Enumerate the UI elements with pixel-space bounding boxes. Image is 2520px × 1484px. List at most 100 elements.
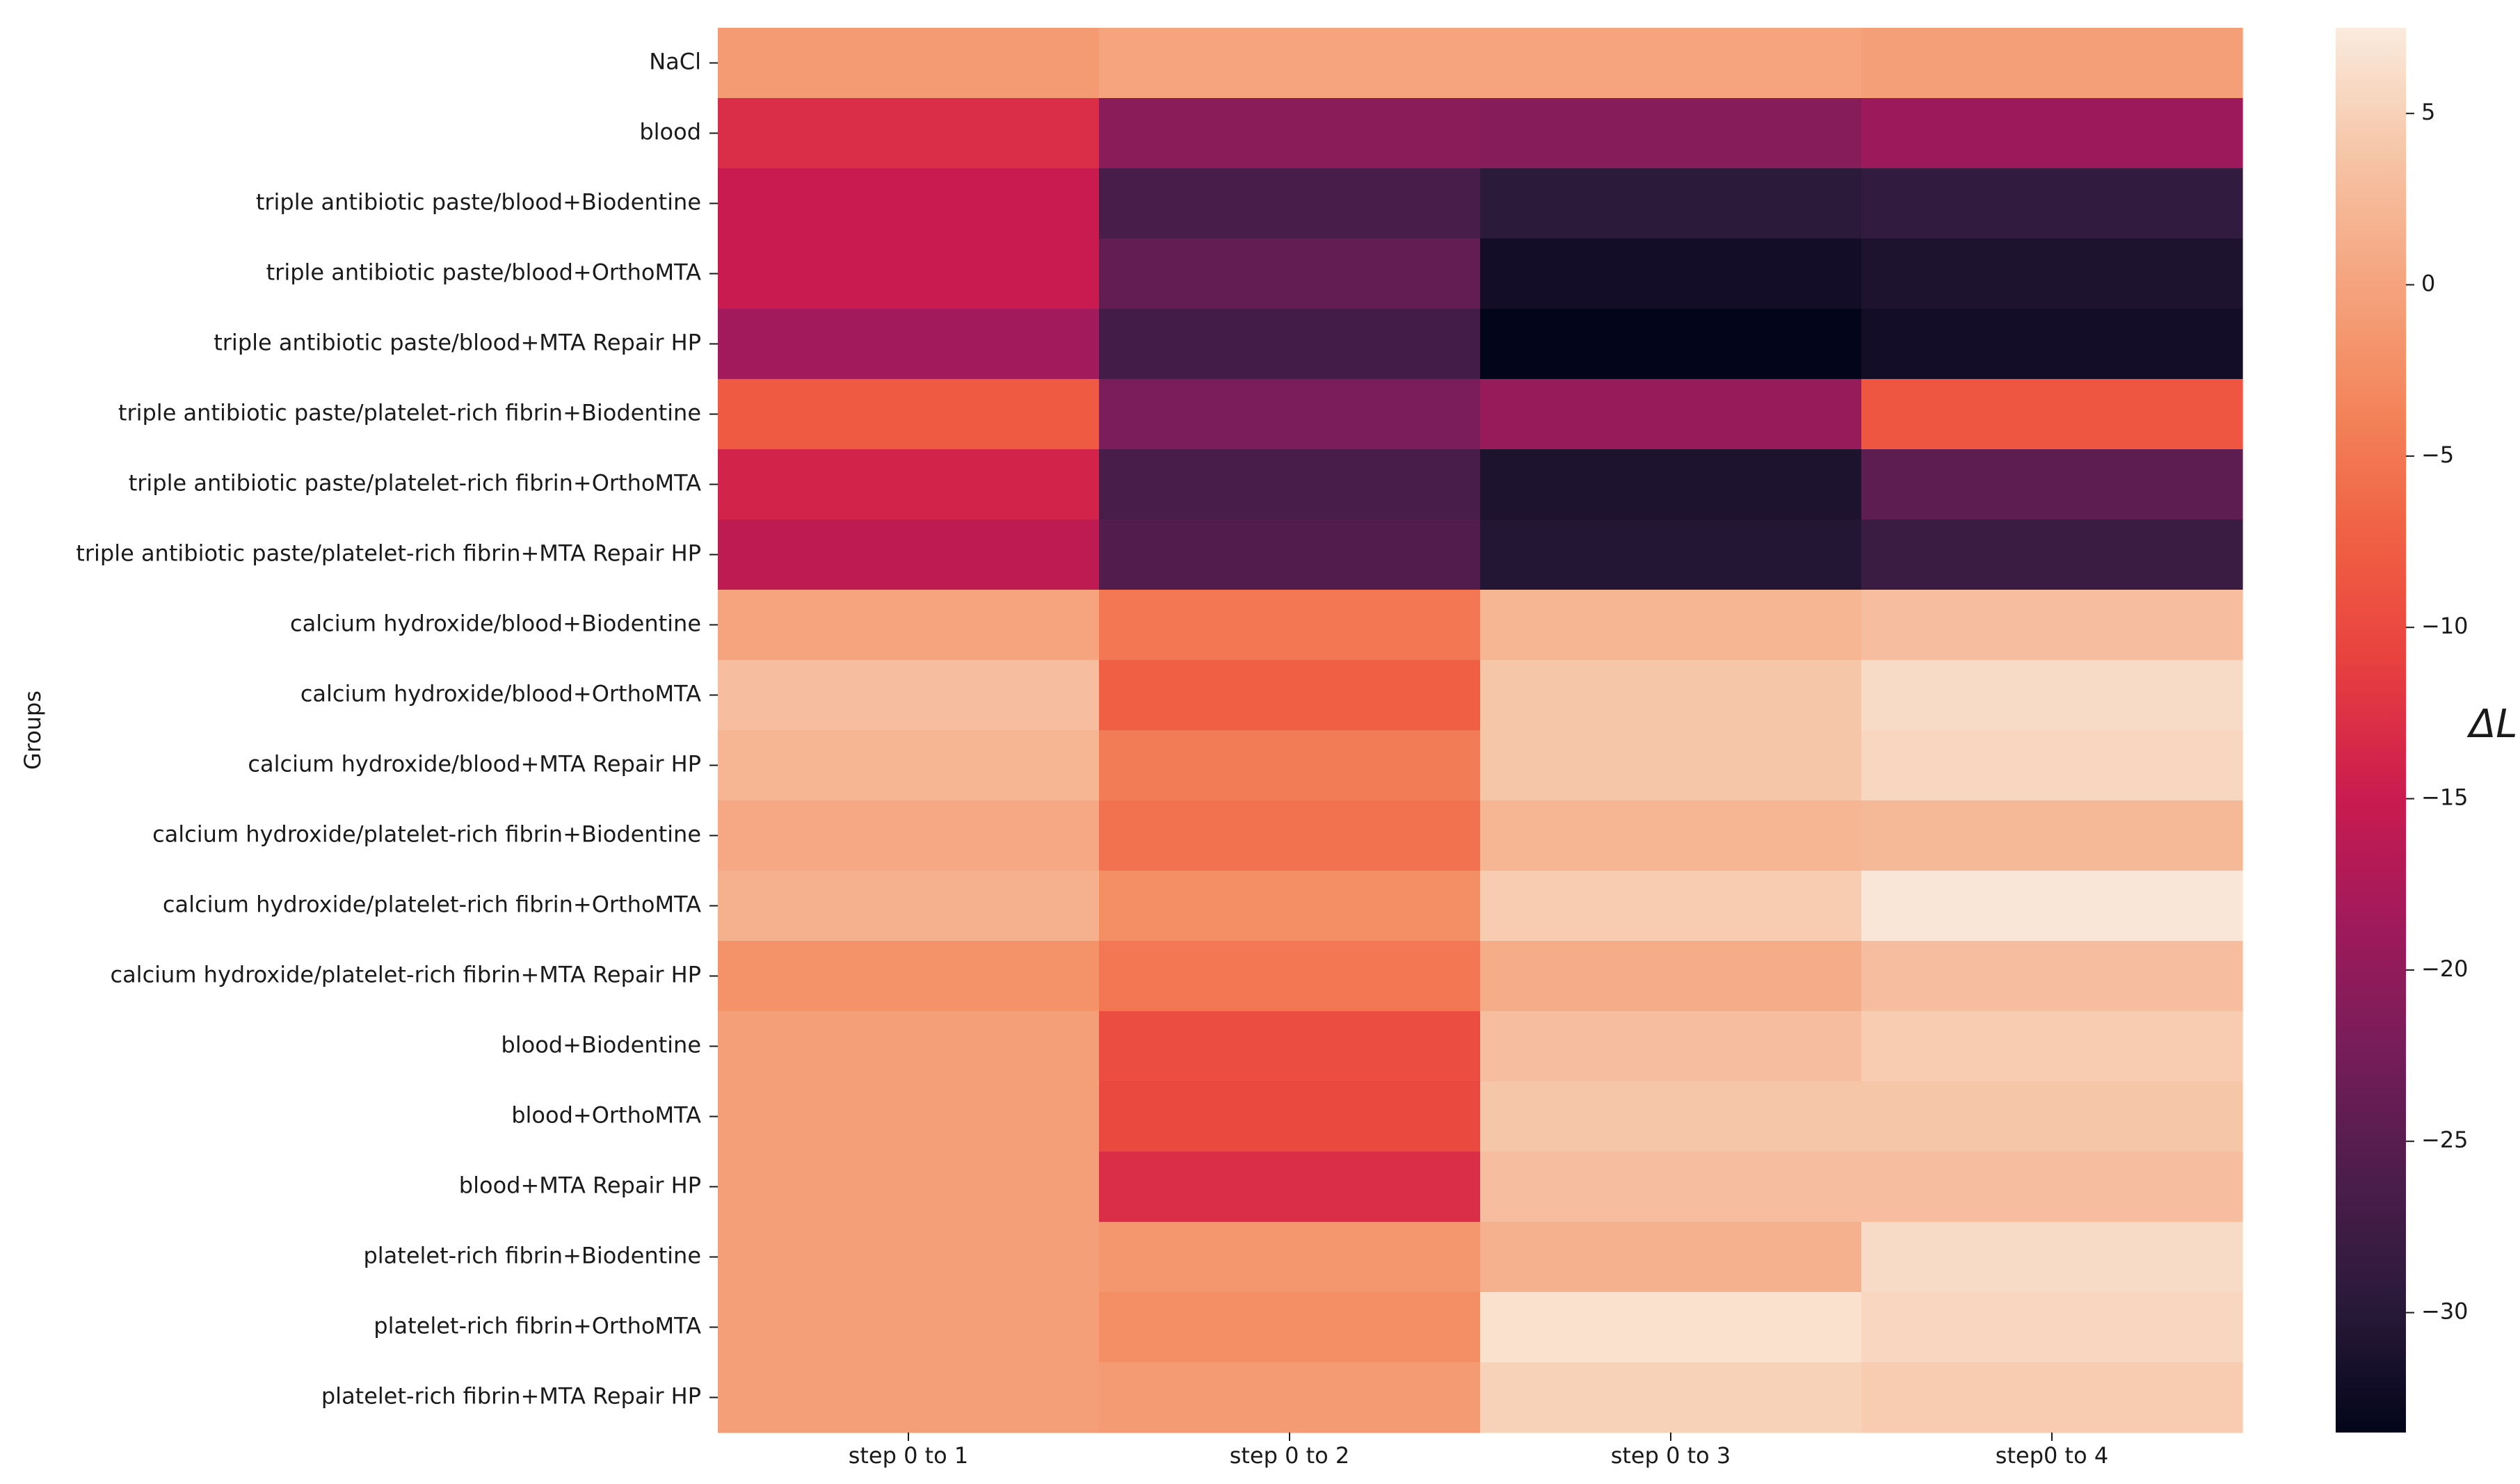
heatmap-cell-r7-c1	[1099, 519, 1481, 590]
y-tick-label: triple antibiotic paste/platelet-rich fi…	[118, 400, 701, 426]
heatmap-cell-r19-c2	[1480, 1362, 1862, 1433]
heatmap-cell-r10-c0	[718, 730, 1100, 801]
y-tick-labels: NaCl blood triple antibiotic paste/blood+B…	[76, 49, 718, 1410]
heatmap-cell-r19-c0	[718, 1362, 1100, 1433]
heatmap-cell-r17-c3	[1861, 1222, 2243, 1293]
heatmap-cell-r12-c1	[1099, 871, 1481, 942]
y-tick-label: triple antibiotic paste/platelet-rich fi…	[129, 470, 701, 497]
heatmap-cell-r3-c2	[1480, 239, 1862, 309]
heatmap-cell-r5-c0	[718, 379, 1100, 450]
heatmap-cell-r14-c3	[1861, 1011, 2243, 1082]
y-tick-label: platelet-rich fibrin+Biodentine	[363, 1243, 701, 1269]
heatmap-cell-r11-c1	[1099, 800, 1481, 871]
heatmap-cell-r18-c2	[1480, 1292, 1862, 1363]
y-tick-label: blood+MTA Repair HP	[459, 1172, 701, 1199]
heatmap-cell-r1-c2	[1480, 98, 1862, 169]
x-tick-label: step 0 to 1	[849, 1442, 969, 1469]
y-tick-label: calcium hydroxide/platelet-rich fibrin+B…	[152, 821, 701, 848]
heatmap-cell-r2-c3	[1861, 168, 2243, 239]
colorbar-tick-label: 0	[2421, 271, 2435, 297]
heatmap-cell-r0-c3	[1861, 28, 2243, 99]
heatmap-cell-r2-c0	[718, 168, 1100, 239]
heatmap-cell-r4-c2	[1480, 309, 1862, 380]
y-tick-label: calcium hydroxide/blood+MTA Repair HP	[248, 751, 701, 777]
heatmap-cell-r10-c1	[1099, 730, 1481, 801]
y-tick-label: NaCl	[649, 49, 701, 75]
heatmap-cell-r0-c1	[1099, 28, 1481, 99]
y-tick-label: triple antibiotic paste/blood+MTA Repair…	[214, 330, 701, 356]
heatmap-cell-r13-c1	[1099, 941, 1481, 1012]
heatmap-cell-r3-c1	[1099, 239, 1481, 309]
heatmap-cell-r12-c0	[718, 871, 1100, 942]
heatmap-cell-r13-c2	[1480, 941, 1862, 1012]
colorbar-tick-label: −30	[2421, 1298, 2469, 1325]
heatmap-cell-r8-c0	[718, 590, 1100, 661]
colorbar-tick-label: −5	[2421, 442, 2454, 468]
heatmap-cell-r3-c0	[718, 239, 1100, 309]
y-tick-label: calcium hydroxide/platelet-rich fibrin+O…	[163, 892, 701, 918]
heatmap-cell-r1-c1	[1099, 98, 1481, 169]
y-tick-label: platelet-rich fibrin+OrthoMTA	[374, 1313, 701, 1339]
colorbar-tick-label: −15	[2421, 784, 2469, 811]
heatmap-cell-r13-c0	[718, 941, 1100, 1012]
heatmap-cell-r1-c0	[718, 98, 1100, 169]
x-tick-label: step 0 to 3	[1611, 1442, 1731, 1469]
heatmap-cell-r15-c1	[1099, 1081, 1481, 1152]
colorbar-gradient	[2336, 28, 2406, 1433]
heatmap-cell-r19-c3	[1861, 1362, 2243, 1433]
heatmap-cell-r4-c0	[718, 309, 1100, 380]
y-tick-label: calcium hydroxide/platelet-rich fibrin+M…	[110, 962, 701, 988]
heatmap-cell-r7-c3	[1861, 519, 2243, 590]
heatmap-cell-r4-c1	[1099, 309, 1481, 380]
heatmap-cell-r16-c0	[718, 1152, 1100, 1223]
y-axis-title: Groups	[19, 691, 46, 770]
heatmap-cell-r5-c2	[1480, 379, 1862, 450]
heatmap-cell-r6-c0	[718, 449, 1100, 520]
x-tick-label: step0 to 4	[1996, 1442, 2108, 1469]
heatmap-cell-r14-c2	[1480, 1011, 1862, 1082]
heatmap-cell-r18-c1	[1099, 1292, 1481, 1363]
heatmap-cell-r14-c0	[718, 1011, 1100, 1082]
heatmap-cell-r7-c0	[718, 519, 1100, 590]
y-tick-label: triple antibiotic paste/blood+OrthoMTA	[266, 259, 701, 286]
heatmap-cell-r4-c3	[1861, 309, 2243, 380]
heatmap-cell-r19-c1	[1099, 1362, 1481, 1433]
heatmap-cell-r11-c0	[718, 800, 1100, 871]
heatmap-cell-r18-c0	[718, 1292, 1100, 1363]
heatmap-cell-r6-c1	[1099, 449, 1481, 520]
heatmap-cell-r13-c3	[1861, 941, 2243, 1012]
x-tick-label: step 0 to 2	[1230, 1442, 1350, 1469]
heatmap-cell-r10-c2	[1480, 730, 1862, 801]
heatmap-cell-r15-c0	[718, 1081, 1100, 1152]
heatmap-cell-r15-c2	[1480, 1081, 1862, 1152]
heatmap-cell-r11-c3	[1861, 800, 2243, 871]
heatmap-cell-r2-c2	[1480, 168, 1862, 239]
heatmap-cell-r9-c1	[1099, 660, 1481, 731]
colorbar-title: ΔL	[2466, 702, 2518, 747]
y-tick-label: blood+OrthoMTA	[511, 1102, 701, 1129]
x-tick-labels: step 0 to 1 step 0 to 2 step 0 to 3 step0 t…	[849, 1433, 2108, 1469]
heatmap-cell-r17-c0	[718, 1222, 1100, 1293]
heatmap-cell-r8-c3	[1861, 590, 2243, 661]
y-tick-label: calcium hydroxide/blood+OrthoMTA	[300, 681, 701, 707]
heatmap-cells	[718, 28, 2243, 1433]
heatmap-cell-r16-c3	[1861, 1152, 2243, 1223]
heatmap-cell-r16-c1	[1099, 1152, 1481, 1223]
heatmap-cell-r3-c3	[1861, 239, 2243, 309]
heatmap-cell-r0-c2	[1480, 28, 1862, 99]
heatmap-cell-r5-c3	[1861, 379, 2243, 450]
colorbar: 5 0 −5 −10 −15 −20 −25 −30	[2336, 28, 2469, 1433]
colorbar-tick-label: −25	[2421, 1127, 2469, 1153]
heatmap-cell-r8-c2	[1480, 590, 1862, 661]
y-tick-label: triple antibiotic paste/blood+Biodentine	[256, 189, 701, 216]
heatmap-cell-r9-c2	[1480, 660, 1862, 731]
heatmap-cell-r14-c1	[1099, 1011, 1481, 1082]
heatmap-cell-r10-c3	[1861, 730, 2243, 801]
heatmap-cell-r1-c3	[1861, 98, 2243, 169]
heatmap-cell-r5-c1	[1099, 379, 1481, 450]
heatmap-cell-r18-c3	[1861, 1292, 2243, 1363]
heatmap-cell-r2-c1	[1099, 168, 1481, 239]
y-tick-label: blood	[639, 119, 701, 145]
colorbar-tick-label: 5	[2421, 99, 2435, 125]
